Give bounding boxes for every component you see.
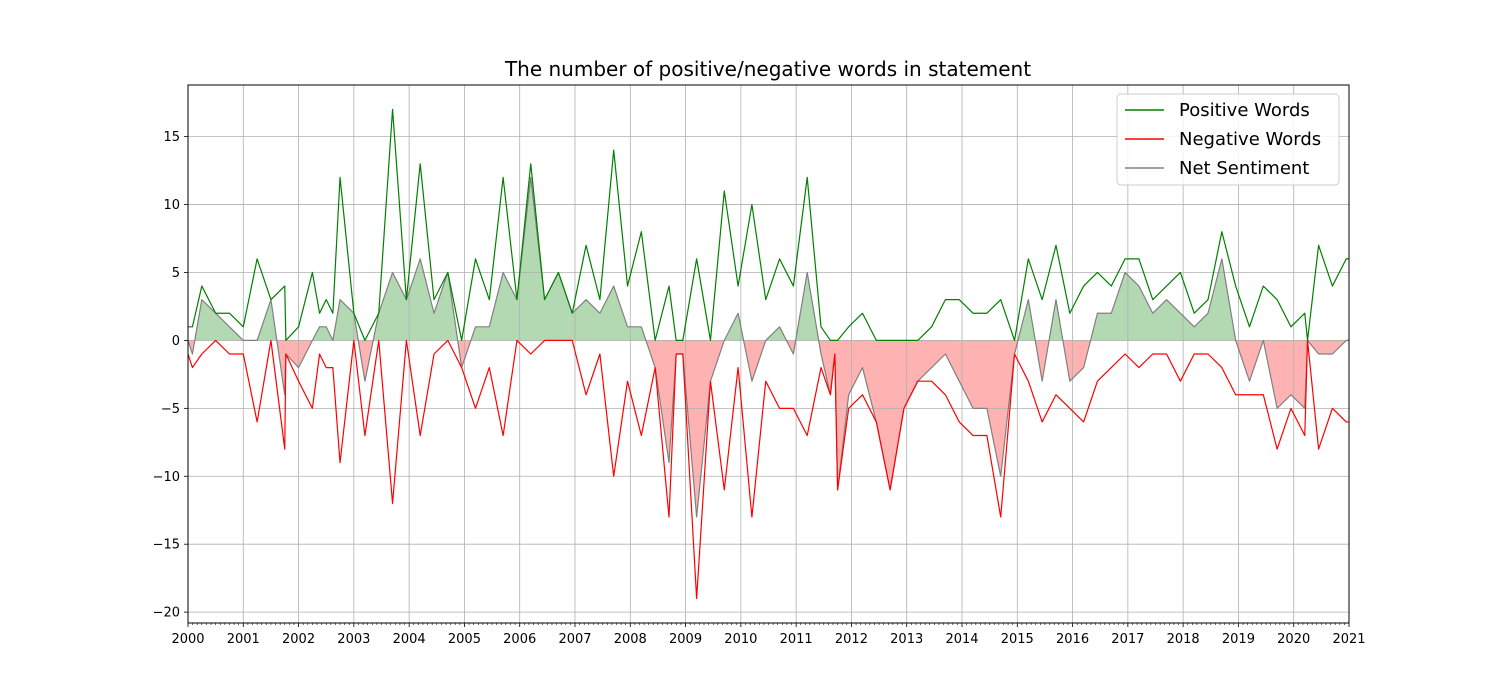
x-tick-label: 2007 bbox=[558, 632, 591, 647]
series-line-net-sentiment bbox=[187, 176, 1349, 518]
y-tick-label: −10 bbox=[153, 470, 180, 485]
x-tick-label: 2016 bbox=[1056, 632, 1089, 647]
x-tick-label: 2017 bbox=[1111, 632, 1144, 647]
x-tick-label: 2001 bbox=[227, 632, 260, 647]
x-tick-label: 2011 bbox=[780, 632, 813, 647]
legend-label: Positive Words bbox=[1179, 100, 1310, 121]
legend: Positive Words Negative Words Net Sentimen… bbox=[1116, 93, 1340, 186]
grid-lines bbox=[187, 85, 1350, 623]
y-tick-label: −20 bbox=[153, 606, 180, 621]
x-tick-label: 2008 bbox=[614, 632, 647, 647]
x-tick-label: 2020 bbox=[1277, 632, 1310, 647]
x-tick-label: 2019 bbox=[1222, 632, 1255, 647]
y-tick-label: 5 bbox=[172, 266, 180, 281]
y-tick-label: 10 bbox=[163, 198, 180, 213]
x-tick-label: 2002 bbox=[282, 632, 315, 647]
x-tick-label: 2015 bbox=[1001, 632, 1034, 647]
series-lines bbox=[187, 108, 1349, 600]
chart-title: The number of positive/negative words in… bbox=[504, 57, 1031, 81]
series-line-negative-words bbox=[187, 339, 1349, 600]
y-tick-label: 15 bbox=[163, 130, 180, 145]
net-sentiment-fills bbox=[188, 177, 1349, 518]
x-tick-label: 2009 bbox=[669, 632, 702, 647]
series-line-positive-words bbox=[188, 108, 1349, 342]
x-axis: 2000 2001 2002 2003 2004 2005 2006 2007 2008 2009… bbox=[171, 623, 1366, 647]
x-tick-label: 2004 bbox=[393, 632, 426, 647]
legend-label: Net Sentiment bbox=[1179, 158, 1309, 179]
x-tick-label: 2003 bbox=[337, 632, 370, 647]
x-tick-label: 2014 bbox=[945, 632, 978, 647]
x-tick-label: 2000 bbox=[171, 632, 204, 647]
y-tick-label: 0 bbox=[172, 334, 180, 349]
x-tick-label: 2013 bbox=[890, 632, 923, 647]
net-positive-fill bbox=[188, 177, 1349, 341]
y-tick-label: −15 bbox=[153, 538, 180, 553]
legend-box bbox=[1116, 93, 1340, 186]
x-tick-label: 2018 bbox=[1167, 632, 1200, 647]
x-tick-label: 2010 bbox=[724, 632, 757, 647]
x-tick-label: 2006 bbox=[503, 632, 536, 647]
y-tick-label: −5 bbox=[161, 402, 180, 417]
legend-label: Negative Words bbox=[1179, 129, 1321, 150]
x-tick-label: 2012 bbox=[835, 632, 868, 647]
x-tick-label: 2021 bbox=[1332, 632, 1365, 647]
x-tick-label: 2005 bbox=[448, 632, 481, 647]
y-axis: −20 −15 −10 −5 0 5 10 15 bbox=[153, 130, 188, 621]
